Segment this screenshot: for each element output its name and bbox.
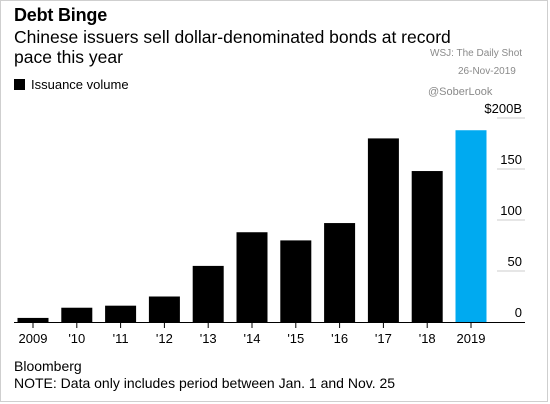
bar-11	[105, 305, 137, 322]
bar-14	[236, 232, 268, 322]
x-tick-label: '15	[287, 331, 304, 346]
y-tick-label: 50	[508, 254, 522, 269]
legend: Issuance volume	[14, 77, 129, 92]
x-tick-label: 2009	[19, 331, 48, 346]
y-tick-label: 100	[500, 203, 522, 218]
footnote: NOTE: Data only includes period between …	[14, 375, 396, 391]
bar-13	[192, 265, 224, 322]
bar-2019	[455, 130, 487, 322]
bar-12	[148, 296, 180, 322]
x-tick-label: '13	[200, 331, 217, 346]
source-label: Bloomberg	[14, 358, 82, 374]
watermark-date: 26-Nov-2019	[458, 66, 516, 77]
bar-15	[280, 240, 312, 322]
gridlines	[14, 117, 525, 323]
legend-swatch	[14, 79, 25, 90]
x-tick-label: '18	[419, 331, 436, 346]
y-tick-labels: 0 50 100 150 $200B	[484, 101, 522, 320]
chart-subtitle: Chinese issuers sell dollar-denominated …	[14, 27, 451, 67]
x-tick-label: '14	[244, 331, 261, 346]
x-tick-label: 2019	[457, 331, 486, 346]
y-tick-label: 0	[515, 305, 522, 320]
bars	[17, 130, 487, 322]
x-tick-label: '12	[156, 331, 173, 346]
bar-17	[367, 138, 399, 322]
bar-2009	[17, 317, 49, 322]
x-tick-label: '11	[113, 331, 129, 346]
chart-title: Debt Binge	[14, 5, 108, 25]
x-tick-label: '16	[331, 331, 348, 346]
y-tick-label: 150	[500, 152, 522, 167]
bar-18	[411, 171, 443, 322]
watermark-handle: @SoberLook	[428, 86, 493, 98]
x-tick-label: '17	[375, 331, 392, 346]
watermark-source: WSJ: The Daily Shot	[430, 48, 523, 59]
bar-16	[324, 223, 356, 322]
legend-label: Issuance volume	[31, 77, 129, 92]
y-tick-label: $200B	[484, 101, 522, 116]
x-tick-labels: 2009 '10 '11 '12 '13 '14 '15 '16 '17 '18 2019	[19, 323, 486, 346]
bar-10	[61, 307, 93, 322]
x-tick-label: '10	[68, 331, 85, 346]
